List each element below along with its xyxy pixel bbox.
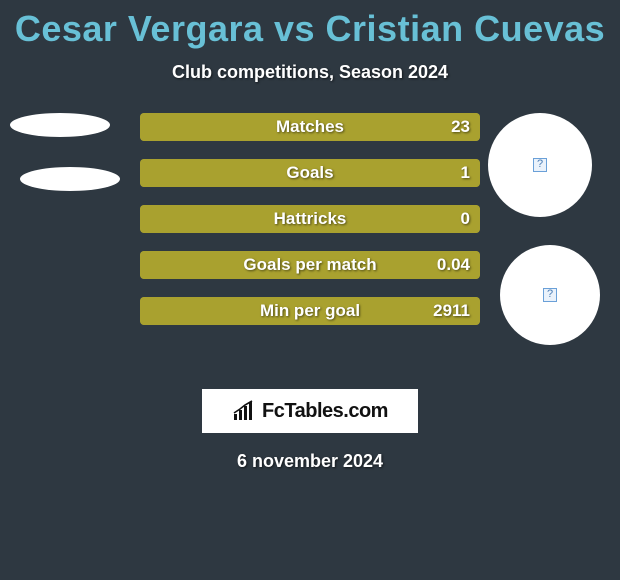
stat-bar-fill [140, 159, 480, 187]
stat-bar-fill [140, 251, 480, 279]
stat-bar-row: Goals1 [140, 159, 480, 187]
stat-bar-fill [140, 113, 480, 141]
footer-date: 6 november 2024 [0, 451, 620, 472]
stat-bars: Matches23 Goals1 Hattricks0 Goals per match… [140, 113, 480, 343]
comparison-stage: Matches23 Goals1 Hattricks0 Goals per match… [0, 113, 620, 373]
left-ellipse [20, 167, 120, 191]
stat-bar-fill [140, 297, 480, 325]
stat-bar-row: Matches23 [140, 113, 480, 141]
page-subtitle: Club competitions, Season 2024 [0, 62, 620, 83]
logo-text: FcTables.com [262, 400, 388, 423]
player-avatar [488, 113, 592, 217]
placeholder-icon [543, 288, 557, 302]
logo-box: FcTables.com [202, 389, 418, 433]
placeholder-icon [533, 158, 547, 172]
stat-bar-fill [140, 205, 480, 233]
page-title: Cesar Vergara vs Cristian Cuevas [0, 0, 620, 50]
stat-bar-row: Goals per match0.04 [140, 251, 480, 279]
player-avatar [500, 245, 600, 345]
stat-bar-row: Hattricks0 [140, 205, 480, 233]
barchart-icon [232, 400, 258, 422]
left-ellipse [10, 113, 110, 137]
stat-bar-row: Min per goal2911 [140, 297, 480, 325]
